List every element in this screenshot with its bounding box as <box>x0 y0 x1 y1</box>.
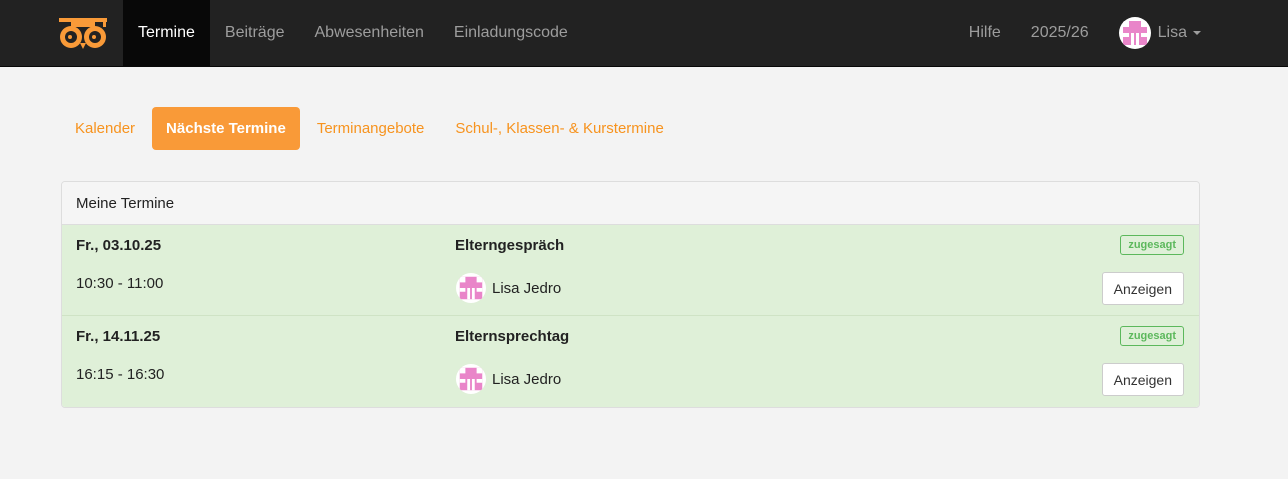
status-badge: zugesagt <box>1120 235 1184 255</box>
avatar <box>456 364 486 394</box>
tab-kalender[interactable]: Kalender <box>75 120 136 137</box>
panel-title: Meine Termine <box>62 182 1199 225</box>
school-year-selector[interactable]: 2025/26 <box>1030 24 1089 41</box>
avatar <box>1118 17 1151 49</box>
nav-einladungscode[interactable]: Einladungscode <box>453 24 568 41</box>
nav-hilfe[interactable]: Hilfe <box>968 24 1001 41</box>
appointment-time: 10:30 - 11:00 <box>76 275 164 292</box>
appointment-title: Elterngespräch <box>455 237 565 254</box>
nav-abwesenheiten[interactable]: Abwesenheiten <box>314 24 424 41</box>
person-name: Lisa Jedro <box>492 370 562 388</box>
user-name: Lisa <box>1157 24 1187 41</box>
user-menu[interactable]: Lisa <box>1104 0 1216 66</box>
tab-terminangebote[interactable]: Terminangebote <box>316 120 425 137</box>
nav-beitraege[interactable]: Beiträge <box>224 24 285 41</box>
appointment-date: Fr., 14.11.25 <box>76 328 161 345</box>
sub-tabs: Kalender Nächste Termine Terminangebote … <box>61 107 681 150</box>
avatar <box>456 273 486 303</box>
nav-termine[interactable]: Termine <box>123 0 210 66</box>
tab-schultermine[interactable]: Schul-, Klassen- & Kurstermine <box>455 120 664 137</box>
show-button[interactable]: Anzeigen <box>1101 272 1184 305</box>
appointment-row: Fr., 14.11.25 16:15 - 16:30 Elternsprech… <box>62 316 1199 407</box>
navbar: Termine Beiträge Abwesenheiten Einladung… <box>0 0 1288 67</box>
owl-logo-icon[interactable] <box>57 0 123 66</box>
appointment-person: Lisa Jedro <box>456 273 561 303</box>
person-name: Lisa Jedro <box>492 279 562 297</box>
show-button[interactable]: Anzeigen <box>1101 363 1184 396</box>
appointment-person: Lisa Jedro <box>456 364 561 394</box>
appointment-title: Elternsprechtag <box>455 328 570 345</box>
status-badge: zugesagt <box>1120 326 1184 346</box>
appointments-panel: Meine Termine Fr., 03.10.25 10:30 - 11:0… <box>61 181 1200 408</box>
appointment-time: 16:15 - 16:30 <box>76 366 165 383</box>
appointment-row: Fr., 03.10.25 10:30 - 11:00 Elterngesprä… <box>62 225 1199 316</box>
tab-naechste-termine[interactable]: Nächste Termine <box>152 107 300 150</box>
appointment-date: Fr., 03.10.25 <box>76 237 162 254</box>
caret-down-icon <box>1193 31 1201 35</box>
